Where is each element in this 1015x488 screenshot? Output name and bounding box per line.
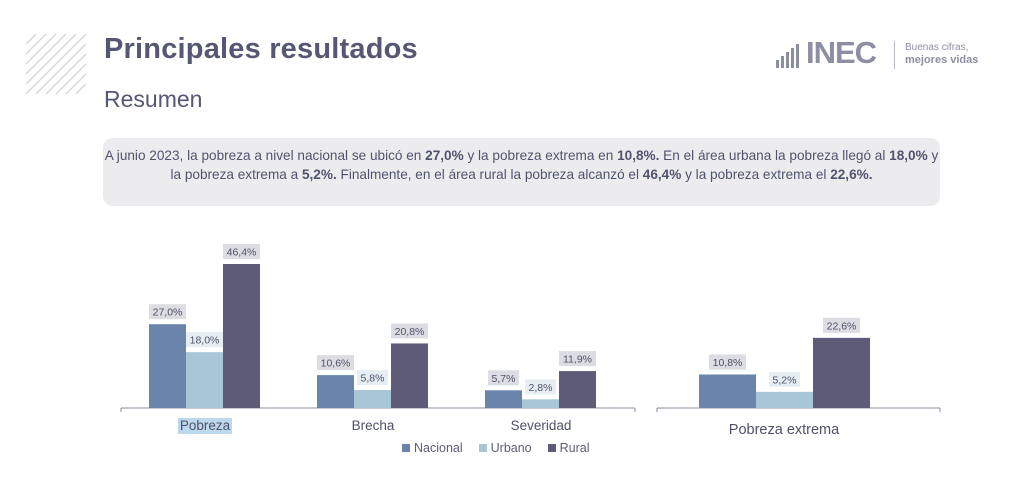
bar-urbano (186, 352, 223, 408)
data-label-bg (317, 355, 354, 371)
category-label: Pobreza (180, 418, 231, 433)
data-label: 2,8% (529, 382, 553, 394)
legend-swatch-rural (547, 444, 556, 452)
legend-swatch-nacional (402, 444, 410, 452)
data-label: 11,9% (563, 354, 592, 366)
legend-label: Nacional (414, 441, 463, 455)
summary-value: 22,6%. (830, 167, 873, 182)
data-label-bg (769, 371, 800, 387)
data-label-bg (391, 323, 428, 339)
data-label: 10,8% (713, 357, 743, 369)
data-label-bg (149, 304, 186, 320)
summary-value: 5,2%. (301, 167, 337, 182)
category-label: Brecha (352, 418, 395, 433)
bar-nacional (317, 375, 354, 408)
legend-item-nacional: Nacional (402, 441, 463, 455)
data-label: 5,8% (361, 373, 385, 385)
summary-box: A junio 2023, la pobreza a nivel naciona… (103, 138, 940, 206)
data-label: 5,7% (492, 373, 516, 385)
chart-legend: Nacional Urbano Rural (402, 441, 590, 455)
category-label: Severidad (511, 418, 572, 433)
data-label: 27,0% (153, 307, 183, 319)
page-subtitle: Resumen (104, 86, 203, 112)
data-label: 18,0% (190, 335, 220, 347)
bar-nacional (149, 324, 186, 408)
data-label-bg (709, 354, 746, 370)
legend-swatch-urbano (478, 444, 487, 452)
data-label: 10,6% (321, 358, 351, 370)
bars-icon (776, 44, 799, 68)
data-label-bg (525, 379, 556, 395)
inec-logo: INEC Buenas cifras, mejores vidas (774, 35, 994, 74)
page-title: Principales resultados (104, 33, 418, 65)
bar-rural (813, 337, 870, 408)
legend-item-urbano: Urbano (478, 441, 532, 455)
bar-rural (223, 264, 260, 408)
data-label: 20,8% (395, 326, 425, 338)
logo-wordmark: INEC (806, 35, 877, 70)
data-label-bg (488, 370, 519, 386)
legend-item-rural: Rural (547, 441, 590, 455)
summary-text: A junio 2023, la pobreza a nivel naciona… (104, 148, 426, 163)
bar-urbano (354, 390, 391, 408)
bar-urbano (756, 391, 813, 408)
data-label-bg (823, 317, 860, 333)
bar-rural (559, 371, 596, 408)
summary-text: En el área urbana la pobreza llegó al (659, 148, 890, 163)
summary-text: y la pobreza extrema a (170, 148, 939, 182)
logo-separator (894, 41, 895, 69)
data-label-bg (186, 332, 223, 348)
data-label: 22,6% (827, 320, 857, 332)
legend-label: Urbano (490, 441, 532, 455)
logo-tagline-1: Buenas cifras, (905, 42, 969, 53)
summary-text: Finalmente, en el área rural la pobreza … (336, 167, 643, 182)
bar-nacional (485, 390, 522, 408)
data-label: 46,4% (227, 247, 257, 259)
legend-label: Rural (559, 441, 590, 455)
data-label-bg (559, 351, 596, 367)
bar-urbano (522, 399, 559, 408)
data-label-bg (223, 244, 260, 259)
bar-rural (391, 343, 428, 408)
category-label: Pobreza extrema (729, 422, 840, 438)
summary-text: y la pobreza extrema el (681, 167, 831, 182)
bar-nacional (699, 374, 756, 408)
data-label: 5,2% (773, 374, 797, 386)
summary-value: 10,8%. (617, 148, 660, 163)
summary-value: 18,0% (889, 148, 928, 163)
summary-value: 46,4% (642, 167, 682, 182)
summary-value: 27,0% (425, 148, 464, 163)
logo-tagline-2: mejores vidas (905, 54, 979, 66)
data-label-bg (357, 370, 388, 385)
summary-text: y la pobreza extrema en (463, 148, 618, 163)
category-highlight (178, 418, 232, 434)
decorative-hatch (26, 34, 86, 94)
